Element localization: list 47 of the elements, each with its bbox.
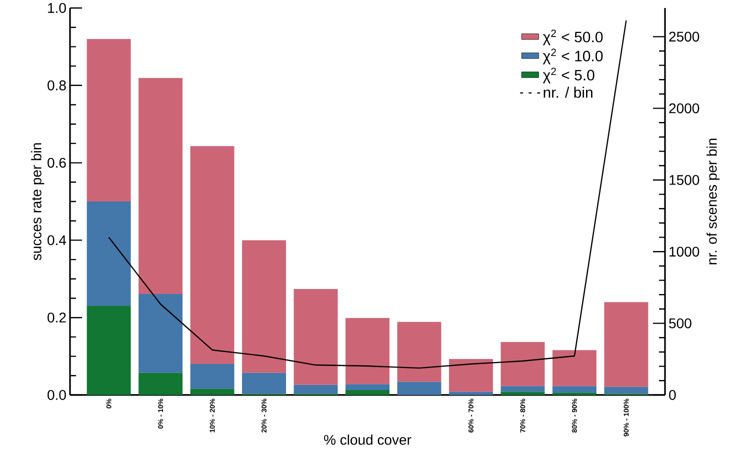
y2-tick-label: 2000 [669, 103, 700, 114]
y-tick-label: 0.8 [48, 80, 66, 90]
bar [552, 350, 596, 386]
bar [190, 364, 234, 389]
y-tick-label: 0.6 [48, 158, 66, 168]
bar [397, 382, 442, 395]
bar [346, 384, 390, 390]
bar [242, 240, 286, 373]
bar [500, 342, 545, 386]
bar [138, 372, 183, 395]
bar [190, 388, 234, 395]
bar [448, 392, 493, 395]
legend-label: χ$^{2}$ < 10.0 [542, 48, 603, 64]
bar [604, 302, 648, 387]
line-series [108, 20, 627, 369]
y2-tick-label: 1500 [670, 175, 700, 185]
bar [86, 38, 131, 202]
bar [552, 386, 596, 393]
bar [500, 386, 545, 392]
y2-tick-label: 0 [669, 390, 676, 400]
bar [604, 386, 648, 394]
bar [242, 372, 286, 394]
legend-label: χ$^{2}$ < 5.0 [542, 68, 594, 84]
bar [500, 392, 545, 395]
bar [86, 201, 131, 306]
legend-label: χ$^{2}$ < 50.0 [542, 30, 603, 46]
y2-tick-label: 500 [669, 318, 692, 328]
bar [346, 390, 390, 395]
bar [448, 359, 493, 392]
y-tick-label: 1.0 [48, 3, 66, 13]
bar [397, 322, 442, 382]
y-axis-title: succes rate per bin [31, 143, 44, 260]
y2-tick-label: 2500 [669, 32, 700, 42]
y2-tick-label: 1000 [670, 246, 700, 257]
bar [138, 294, 183, 373]
y2-axis-title: nr. of scenes per bin [706, 138, 720, 264]
y-tick-label: 0.2 [48, 312, 66, 323]
bar [294, 384, 338, 394]
bar [294, 288, 338, 385]
bar [190, 146, 234, 364]
y-tick-label: 0.4 [48, 235, 66, 246]
legend-label: nr. / bin [544, 86, 592, 98]
bar [346, 318, 390, 384]
y-tick-label: 0.0 [48, 390, 66, 400]
bar [138, 78, 183, 294]
bar [86, 306, 131, 395]
x-axis-title: % cloud cover [324, 434, 412, 445]
